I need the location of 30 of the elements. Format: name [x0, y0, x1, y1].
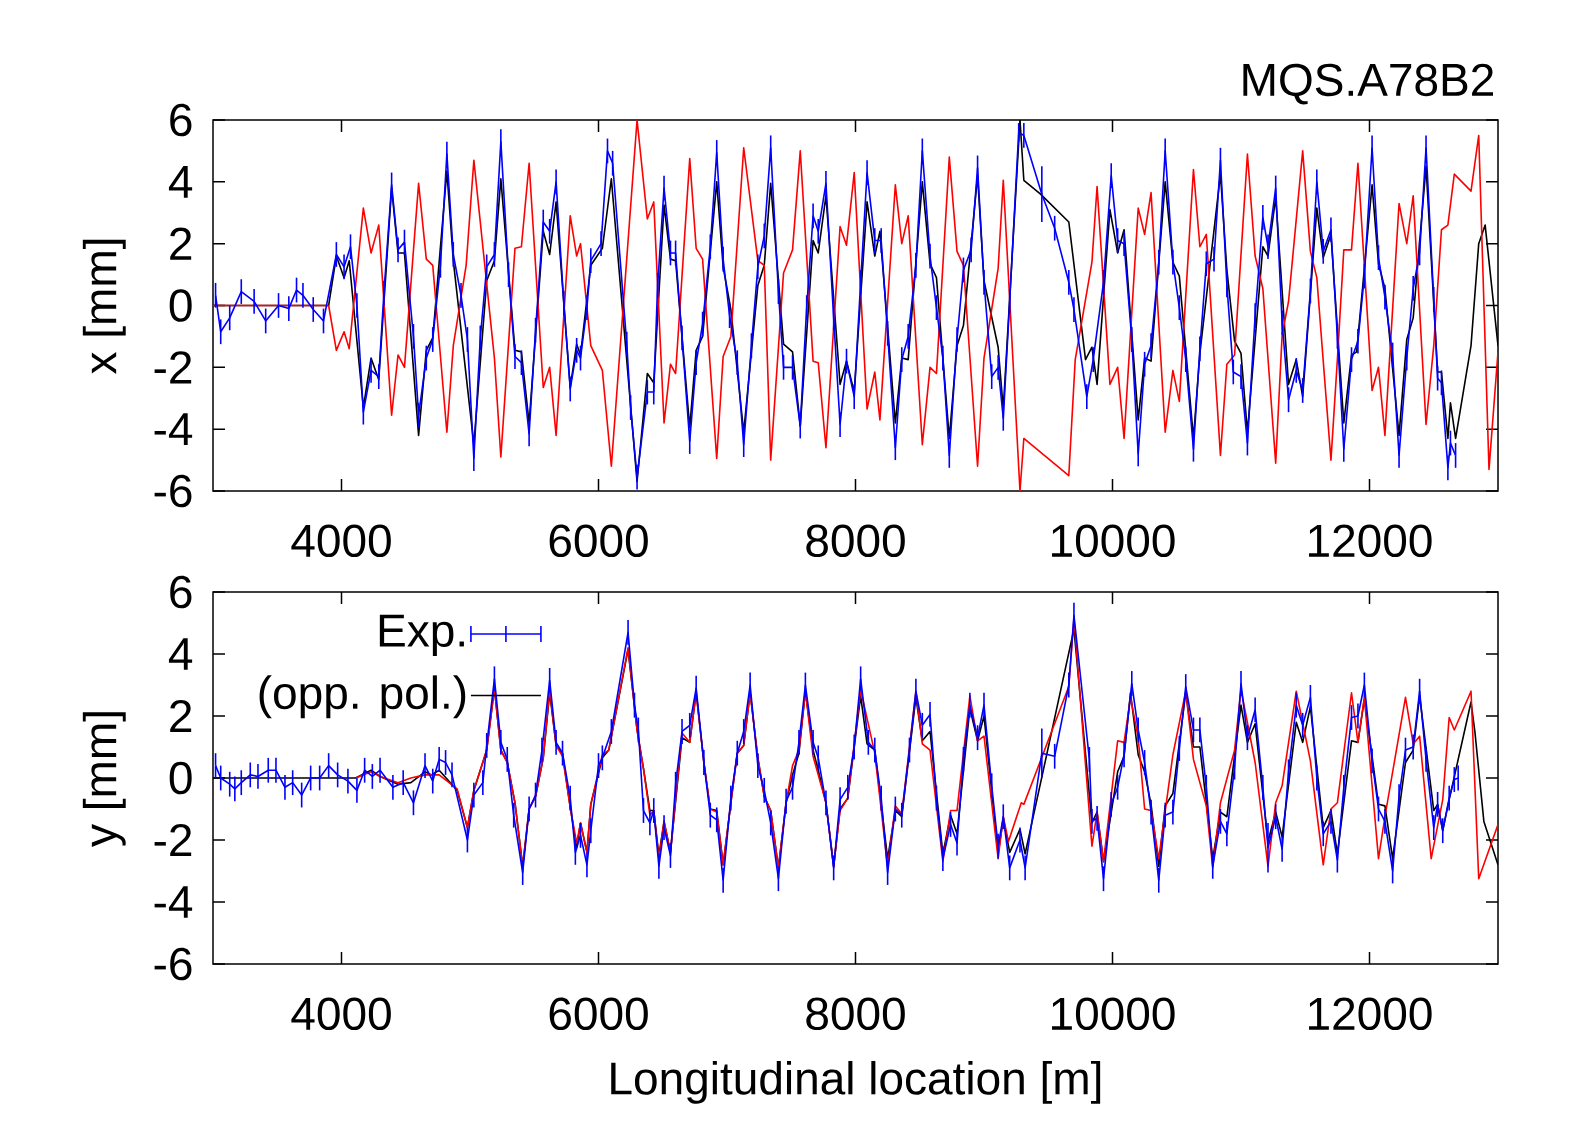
x-tick-label: 12000 [1309, 524, 1432, 558]
x-tick-label: 10000 [1052, 524, 1175, 558]
y-tick-label: -2 [154, 351, 192, 384]
y-tick-label: -4 [154, 413, 193, 445]
x-tick-label: 4000 [291, 524, 391, 558]
x-tick-label: 6000 [549, 524, 648, 558]
x-tick-label: 8000 [806, 524, 905, 558]
y-tick-label: -6 [154, 474, 192, 508]
x-tick-label: 10000 [1052, 997, 1175, 1031]
x-axis-title: Longitudinal location [m] [611, 1060, 1101, 1104]
x-tick-label: 8000 [806, 997, 905, 1031]
y-tick-label: -6 [154, 947, 192, 981]
y-axis-title: y [mm] [82, 712, 126, 847]
y-tick-label: 2 [170, 699, 192, 733]
y-tick-label: 2 [170, 227, 192, 260]
chart-title: MQS.A78B2 [1243, 63, 1493, 105]
legend-label: (opp. pol.) [259, 675, 466, 719]
y-axis-title: x [mm] [82, 239, 126, 374]
y-tick-label: 6 [170, 103, 192, 137]
x-tick-label: 6000 [549, 997, 648, 1031]
x-tick-label: 4000 [291, 997, 391, 1031]
legend-label: Exp. [379, 614, 464, 656]
y-tick-label: 0 [169, 289, 192, 322]
y-tick-label: -2 [154, 823, 192, 857]
y-tick-label: 6 [170, 575, 192, 609]
y-tick-label: 4 [168, 166, 193, 198]
x-tick-label: 12000 [1309, 997, 1432, 1031]
y-tick-label: 0 [169, 761, 192, 795]
y-tick-label: -4 [154, 886, 193, 918]
y-tick-label: 4 [168, 638, 193, 670]
